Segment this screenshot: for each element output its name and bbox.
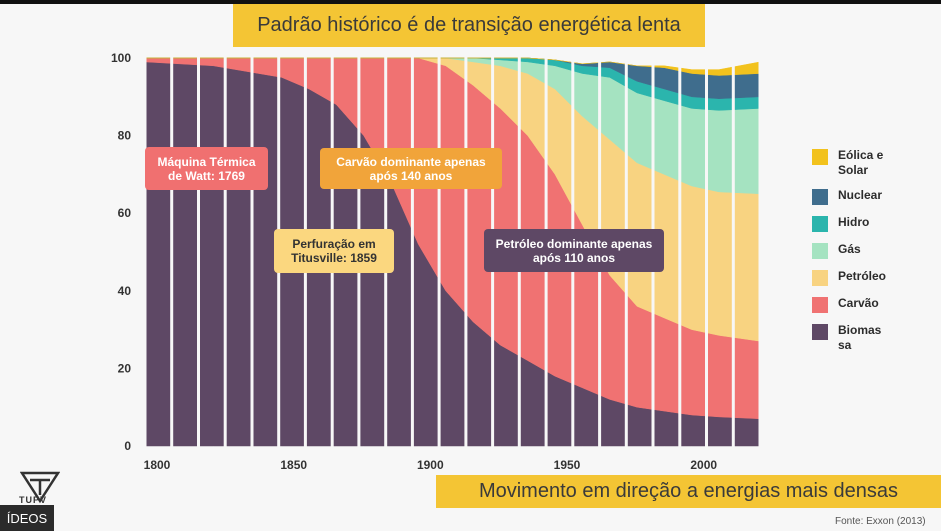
y-tick-label: 100 xyxy=(111,51,131,65)
annotation-watt: Máquina Térmica de Watt: 1769 xyxy=(145,147,268,190)
legend-label: Carvão xyxy=(838,296,879,310)
videos-tab[interactable]: ÍDEOS xyxy=(0,505,54,531)
legend-label: Petróleo xyxy=(838,269,887,283)
legend-item: Gás xyxy=(812,242,912,259)
column-divider xyxy=(705,56,708,448)
legend-item: Biomassa xyxy=(812,323,912,353)
legend-swatch xyxy=(812,216,828,232)
annotation-petroleo: Petróleo dominante apenas após 110 anos xyxy=(484,229,664,272)
legend-swatch xyxy=(812,324,828,340)
y-tick-label: 20 xyxy=(118,361,132,375)
x-tick-label: 1800 xyxy=(144,458,171,472)
y-tick-label: 40 xyxy=(118,284,132,298)
y-tick-label: 80 xyxy=(118,129,132,143)
legend-item: Eólica e Solar xyxy=(812,148,912,178)
source-note: Fonte: Exxon (2013) xyxy=(835,516,926,527)
legend-item: Carvão xyxy=(812,296,912,313)
column-divider xyxy=(731,56,735,448)
legend-label: Gás xyxy=(838,242,861,256)
legend-label: Nuclear xyxy=(838,188,883,202)
bottom-banner: Movimento em direção a energias mais den… xyxy=(436,475,941,508)
column-divider xyxy=(223,56,227,448)
x-tick-label: 1850 xyxy=(280,458,307,472)
annotation-titusville: Perfuração em Titusville: 1859 xyxy=(274,229,394,273)
column-divider xyxy=(250,56,254,448)
tupv-logo-icon xyxy=(20,471,60,504)
legend-label: Hidro xyxy=(838,215,870,229)
column-divider xyxy=(464,56,468,448)
column-divider xyxy=(170,56,174,448)
legend-item: Nuclear xyxy=(812,188,912,205)
column-divider xyxy=(197,56,200,448)
x-tick-label: 2000 xyxy=(690,458,717,472)
y-tick-label: 0 xyxy=(124,439,131,453)
column-divider xyxy=(143,56,147,448)
legend: Eólica e Solar Nuclear Hidro Gás Petróleo Car… xyxy=(812,148,912,363)
column-divider xyxy=(678,56,682,448)
top-bar xyxy=(0,0,941,4)
logo-text: TUPV xyxy=(19,495,48,505)
legend-swatch xyxy=(812,149,828,165)
legend-label: Biomassa xyxy=(838,323,882,352)
column-divider xyxy=(437,56,441,448)
legend-swatch xyxy=(812,243,828,259)
legend-item: Petróleo xyxy=(812,269,912,286)
legend-swatch xyxy=(812,297,828,313)
legend-swatch xyxy=(812,189,828,205)
x-tick-label: 1900 xyxy=(417,458,444,472)
legend-label: Eólica e Solar xyxy=(838,148,884,177)
legend-item: Hidro xyxy=(812,215,912,232)
chart-title: Padrão histórico é de transição energéti… xyxy=(233,4,705,47)
annotation-carvao: Carvão dominante apenas após 140 anos xyxy=(320,148,502,189)
x-tick-label: 1950 xyxy=(554,458,581,472)
column-divider xyxy=(410,56,414,448)
y-tick-label: 60 xyxy=(118,206,132,220)
legend-swatch xyxy=(812,270,828,286)
column-divider xyxy=(758,56,762,448)
